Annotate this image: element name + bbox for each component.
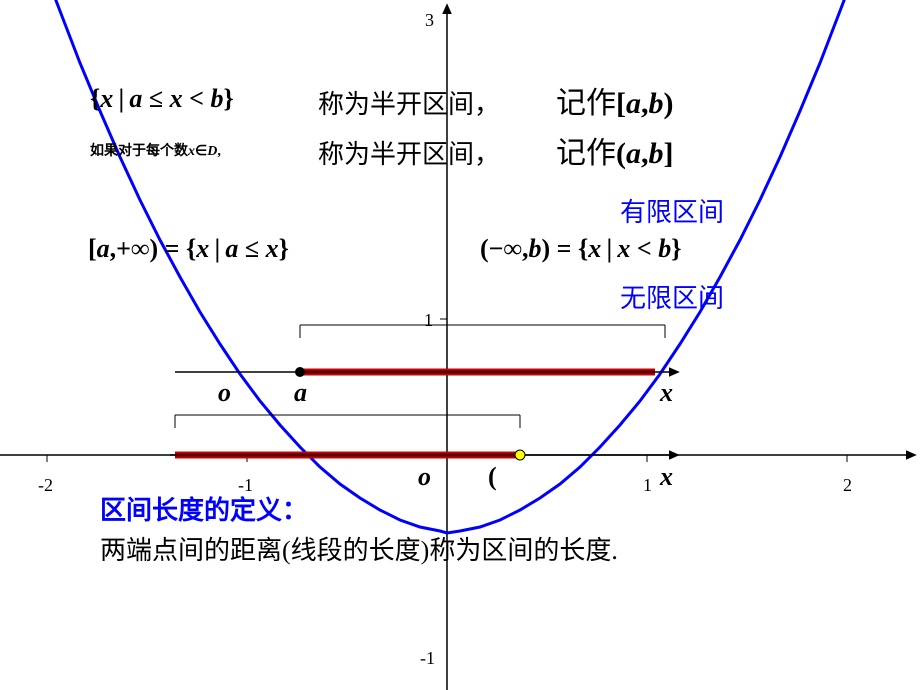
numline2-o-label: o (418, 462, 431, 492)
numline1-a-label: a (294, 378, 307, 408)
row2-right-text: 记作(a,b] (556, 128, 674, 172)
interval-b-text: (−∞,b) = {x | x < b} (480, 234, 681, 264)
text-layer: -2 -1 1 2 1 3 -1 {x | a ≤ x < b} 称为半开区间，… (0, 0, 920, 690)
xtick-label-m2: -2 (38, 475, 53, 496)
finite-interval-label: 有限区间 (620, 192, 724, 229)
row2-mid-text: 称为半开区间， (318, 134, 500, 171)
ytick-label-m1: -1 (420, 648, 435, 669)
row1-right-text: 记作[a,b) (556, 78, 674, 122)
ytick-label-p3: 3 (425, 10, 434, 31)
set-notation-1: {x | a ≤ x < b} (90, 84, 234, 114)
xtick-label-p1: 1 (643, 475, 652, 496)
xtick-label-p2: 2 (843, 475, 852, 496)
diagram-container: path[data-name="parabola-curve"]{display… (0, 0, 920, 690)
numline1-x-label: x (660, 378, 673, 408)
row1-mid-text: 称为半开区间， (318, 84, 500, 121)
numline2-x-label: x (660, 462, 673, 492)
interval-a-text: [a,+∞) = {x | a ≤ x} (88, 234, 289, 264)
numline2-paren-label: ( (488, 462, 497, 492)
set-notation-2-small: 如果对于每个数x∈D, (90, 140, 221, 160)
infinite-interval-label: 无限区间 (620, 278, 724, 315)
ytick-label-p1: 1 (424, 310, 433, 331)
definition-title: 区间长度的定义： (100, 490, 308, 527)
numline1-o-label: o (218, 378, 231, 408)
definition-body: 两端点间的距离(线段的长度)称为区间的长度. (100, 530, 618, 567)
